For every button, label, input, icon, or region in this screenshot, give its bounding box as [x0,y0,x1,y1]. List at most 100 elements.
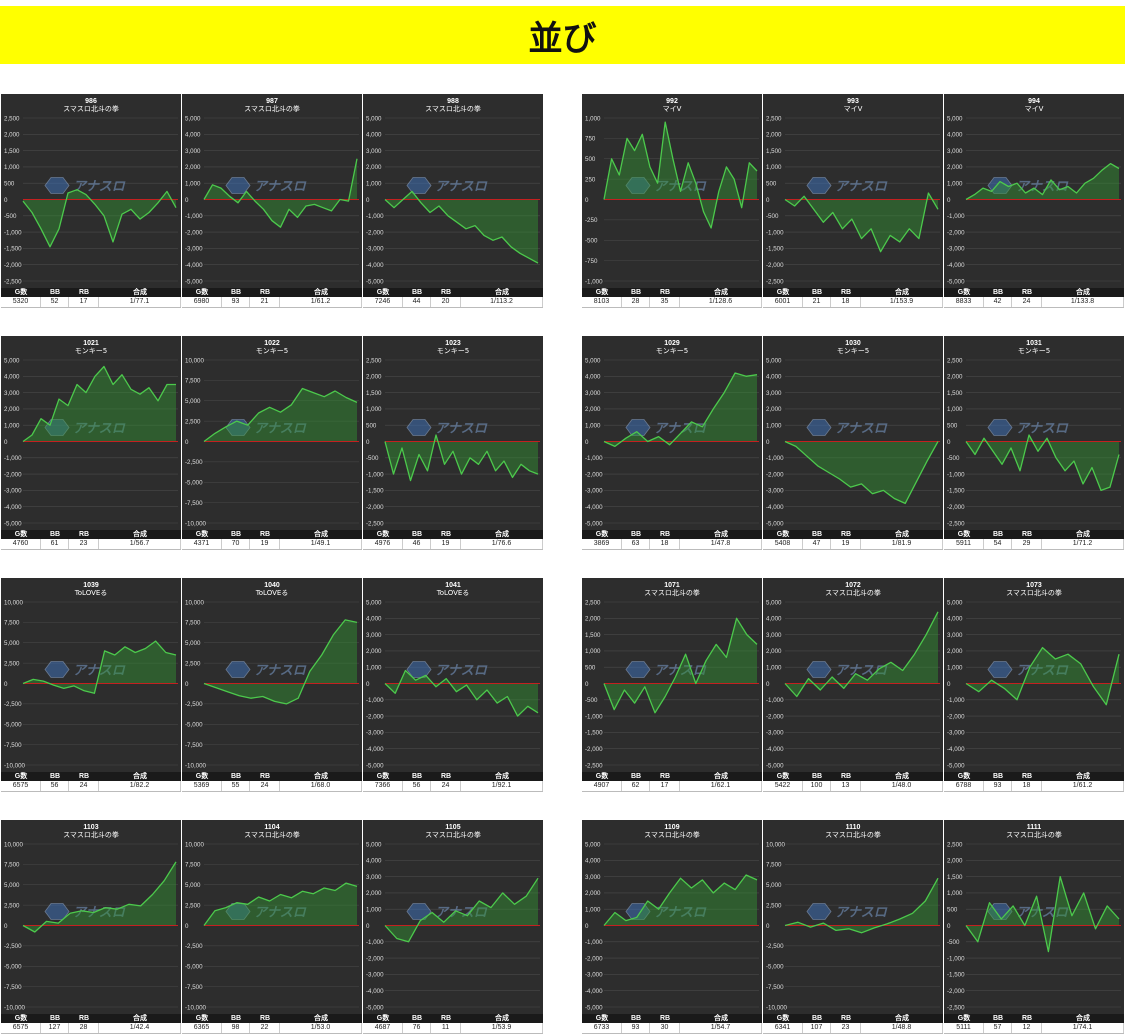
y-tick-label: -5,000 [366,762,384,769]
stats-header-rb: RB [259,773,271,780]
machine-number: 1031 [1026,340,1042,347]
stats-values: 6733 93 30 1/54.7 [582,1023,762,1034]
y-tick-label: -3,000 [366,246,384,253]
rb-value: 17 [69,297,99,307]
y-tick-label: -5,000 [585,520,603,527]
y-tick-label: 0 [4,681,8,688]
area-fill [385,878,538,942]
y-tick-label: 5,000 [185,882,201,889]
rb-value: 19 [431,539,461,549]
stats-header-bb: BB [992,1015,1004,1022]
y-tick-label: -5,000 [366,278,384,285]
y-tick-label: 5,000 [185,115,201,122]
combined-value: 1/153.9 [861,297,943,307]
y-tick-label: 3,000 [366,632,382,639]
stats-header-rb: RB [1021,531,1033,538]
svg-text:アナスロ: アナスロ [435,180,488,195]
y-tick-label: 0 [585,923,589,930]
stats-header-games: G数 [195,1015,209,1022]
watermark-logo: アナスロ [44,177,126,195]
series-line [384,190,539,264]
y-tick-label: 1,000 [366,406,382,413]
area-fill [23,189,176,247]
rb-value: 35 [650,297,680,307]
chart-panel-988: 988 スマスロ北斗の拳 5,000 4,000 3,000 2,000 1,000 0 -1,… [363,94,543,309]
stats-header-games: G数 [376,289,390,296]
y-tick-label: 2,000 [766,132,782,139]
stats-header-combined: 合成 [895,773,909,780]
y-tick-label: 500 [947,423,958,430]
y-tick-label: -1,000 [947,697,965,704]
rb-value: 11 [431,1023,461,1033]
area-fill [385,670,538,717]
y-tick-label: 3,000 [766,632,782,639]
plot-area: 1041 ToLOVEる 5,000 4,000 3,000 2,000 1,000 0 -1,… [363,578,543,772]
y-tick-label: 4,000 [366,858,382,865]
area-fill [385,191,538,264]
games-value: 4907 [582,781,622,791]
svg-text:アナスロ: アナスロ [435,664,488,679]
svg-text:アナスロ: アナスロ [1016,422,1069,437]
y-tick-label: 0 [766,923,770,930]
y-tick-label: -5,000 [185,722,203,729]
stats-header-games: G数 [595,1015,609,1022]
bb-value: 107 [803,1023,831,1033]
watermark-logo: アナスロ [806,419,888,437]
series-line [965,875,1120,953]
y-tick-label: 5,000 [766,357,782,364]
stats-values: 6341 107 23 1/48.8 [763,1023,943,1034]
stats-header-combined: 合成 [1076,289,1090,296]
y-tick-label: -5,000 [4,722,22,729]
combined-value: 1/62.1 [680,781,762,791]
y-tick-label: -4,000 [947,262,965,269]
stats-header-combined: 合成 [1076,773,1090,780]
y-tick-label: 4,000 [766,616,782,623]
combined-value: 1/76.6 [461,539,543,549]
stats-header: G数 BB RB 合成 [763,288,943,297]
stats-header: G数 BB RB 合成 [363,530,543,539]
y-tick-label: -2,000 [366,229,384,236]
stats-header-games: G数 [957,773,971,780]
series-line [784,192,939,253]
chart-panel-1041: 1041 ToLOVEる 5,000 4,000 3,000 2,000 1,000 0 -1,… [363,578,543,793]
y-tick-label: -500 [4,213,17,220]
stats-header-combined: 合成 [314,773,328,780]
machine-number: 1030 [845,340,861,347]
chart-panel-1072: 1072 スマスロ北斗の拳 5,000 4,000 3,000 2,000 1,000 0 -1… [763,578,943,793]
games-value: 6575 [1,1023,41,1033]
series-line [603,617,758,714]
y-tick-label: 0 [766,439,770,446]
y-tick-label: 2,000 [947,858,963,865]
rb-value: 24 [250,781,280,791]
games-value: 4976 [363,539,403,549]
y-tick-label: 0 [366,923,370,930]
y-tick-label: 2,500 [766,115,782,122]
y-tick-label: -10,000 [766,1004,788,1011]
watermark-logo: アナスロ [625,419,707,437]
y-tick-label: 0 [4,197,8,204]
stats-header: G数 BB RB 合成 [582,530,762,539]
svg-text:アナスロ: アナスロ [654,906,707,921]
watermark-logo: アナスロ [806,903,888,921]
y-tick-label: -500 [766,213,779,220]
y-tick-label: -10,000 [4,1004,26,1011]
bb-value: 44 [403,297,431,307]
bb-value: 54 [984,539,1012,549]
machine-name: モンキー5 [256,347,288,355]
y-tick-label: -2,000 [585,746,603,753]
y-tick-label: -1,000 [585,278,603,285]
combined-value: 1/82.2 [99,781,181,791]
stats-values: 5911 54 29 1/71.2 [944,539,1124,550]
stats-header-games: G数 [195,773,209,780]
y-tick-label: 4,000 [366,132,382,139]
stats-header-combined: 合成 [1076,531,1090,538]
stats-header-games: G数 [776,289,790,296]
chart-panel-1029: 1029 モンキー5 5,000 4,000 3,000 2,000 1,000 0 -1,00… [582,336,762,551]
y-tick-label: -7,500 [4,742,22,749]
y-tick-label: 5,000 [366,599,382,606]
y-tick-label: 1,000 [366,181,382,188]
rb-value: 28 [69,1023,99,1033]
